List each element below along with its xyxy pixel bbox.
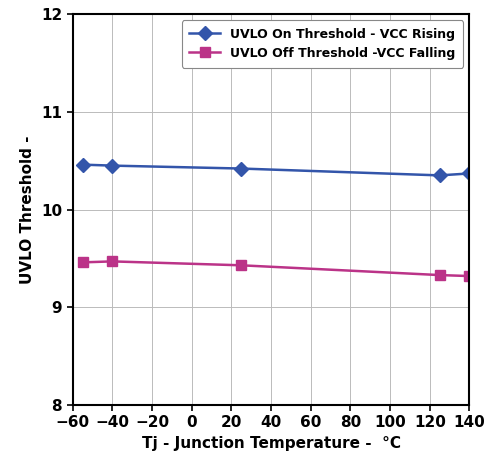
UVLO Off Threshold -VCC Falling	[79, 260, 85, 265]
Line: UVLO On Threshold - VCC Rising: UVLO On Threshold - VCC Rising	[77, 160, 474, 180]
UVLO On Threshold - VCC Rising	[79, 162, 85, 168]
UVLO On Threshold - VCC Rising	[109, 163, 115, 169]
UVLO Off Threshold -VCC Falling	[109, 259, 115, 264]
UVLO On Threshold - VCC Rising	[238, 166, 244, 171]
Legend: UVLO On Threshold - VCC Rising, UVLO Off Threshold -VCC Falling: UVLO On Threshold - VCC Rising, UVLO Off…	[182, 20, 463, 68]
Y-axis label: UVLO Threshold -: UVLO Threshold -	[20, 135, 35, 284]
UVLO On Threshold - VCC Rising	[437, 172, 442, 178]
Line: UVLO Off Threshold -VCC Falling: UVLO Off Threshold -VCC Falling	[77, 257, 474, 281]
X-axis label: Tj - Junction Temperature -  °C: Tj - Junction Temperature - °C	[141, 436, 401, 451]
UVLO Off Threshold -VCC Falling	[467, 273, 472, 279]
UVLO On Threshold - VCC Rising	[467, 171, 472, 176]
UVLO Off Threshold -VCC Falling	[437, 272, 442, 278]
UVLO Off Threshold -VCC Falling	[238, 262, 244, 268]
